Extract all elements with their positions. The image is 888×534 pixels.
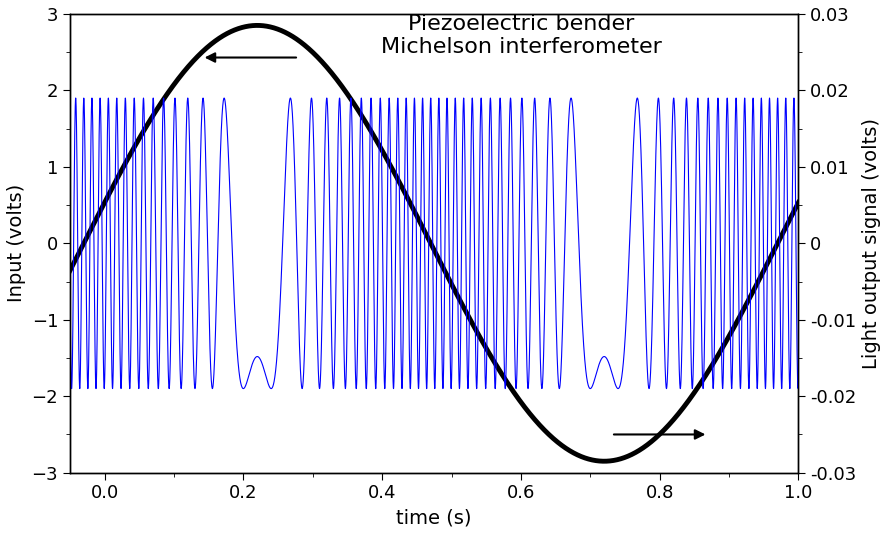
Y-axis label: Input (volts): Input (volts): [7, 184, 26, 302]
X-axis label: time (s): time (s): [396, 508, 472, 527]
Y-axis label: Light output signal (volts): Light output signal (volts): [862, 118, 881, 369]
Title: Piezoelectric bender
Michelson interferometer: Piezoelectric bender Michelson interfero…: [381, 14, 662, 57]
